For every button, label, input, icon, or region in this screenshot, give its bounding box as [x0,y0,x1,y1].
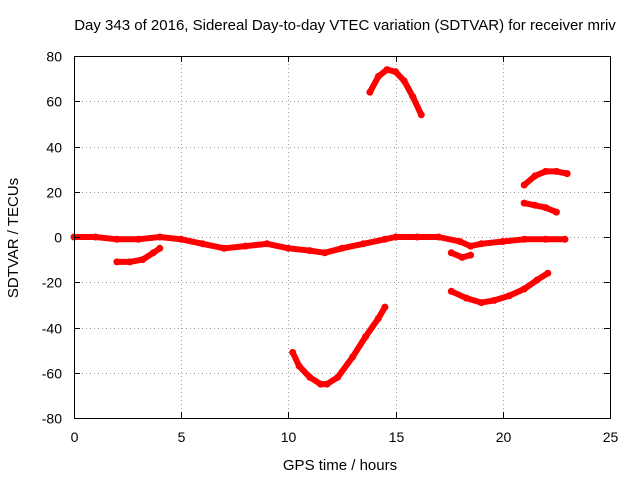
series-line-3 [289,304,388,388]
data-point [374,314,382,322]
data-point [467,251,475,259]
data-point [381,303,389,311]
data-point [447,249,455,257]
data-point [477,240,485,248]
data-point [552,167,560,175]
y-tick-label: 80 [46,49,62,65]
axis-ticks [74,56,611,419]
y-tick-label: 40 [46,140,62,156]
data-point [323,380,331,388]
data-series-layer [70,66,571,388]
data-point [542,235,550,243]
data-point [374,72,382,80]
y-tick-label: 60 [46,94,62,110]
data-point [400,77,408,85]
data-point [520,199,528,207]
data-point [383,66,391,74]
data-point [381,235,389,243]
x-tick-label: 10 [281,429,297,445]
data-point [126,258,134,266]
data-point [289,348,297,356]
data-point [435,233,442,241]
data-point [462,294,470,302]
data-point [552,208,560,216]
x-tick-label: 5 [178,429,186,445]
x-tick-labels: 0 5 10 15 20 25 [71,429,619,445]
data-point [321,249,329,257]
y-tick-label: -80 [42,411,62,427]
data-point [366,88,374,96]
data-point [477,299,485,307]
data-point [338,244,346,252]
data-point [458,253,466,261]
data-point [295,362,303,370]
data-point [134,235,142,243]
data-point [156,244,164,252]
y-tick-label: -40 [42,321,62,337]
data-point [334,373,342,381]
data-point [284,244,292,252]
data-point [542,204,550,212]
data-point [349,353,357,361]
x-tick-label: 20 [496,429,512,445]
data-point [199,240,207,248]
chart-title: Day 343 of 2016, Sidereal Day-to-day VTE… [74,17,616,34]
data-point [91,233,99,241]
y-tick-label: 0 [54,230,62,246]
data-point [113,235,121,243]
data-point [263,240,271,248]
data-point [139,256,147,264]
data-point [520,235,528,243]
x-tick-label: 0 [71,429,79,445]
data-point [306,247,314,255]
y-tick-label: -60 [42,366,62,382]
data-point [531,201,539,209]
data-point [467,242,475,250]
data-point [317,380,325,388]
data-point [413,233,421,241]
data-point [359,240,367,248]
data-point [499,238,507,245]
data-point [113,258,121,266]
data-point [561,235,569,243]
data-point [417,111,425,119]
data-point [409,93,417,101]
data-point [220,244,228,252]
data-point [177,235,185,243]
data-point [533,276,541,284]
data-point [156,233,164,241]
series-line-8 [521,200,560,216]
x-axis-label: GPS time / hours [283,457,397,474]
data-point [447,287,455,295]
data-point [544,269,552,277]
data-point [149,249,157,257]
data-point [392,68,400,76]
data-point [520,285,528,293]
data-point [505,292,513,300]
data-point [242,242,249,250]
y-tick-label: 20 [46,185,62,201]
data-point [531,172,539,180]
y-axis-label: SDTVAR / TECUs [5,178,22,298]
data-point [563,170,571,178]
data-point [490,296,498,304]
data-point [520,181,528,189]
data-point [392,233,400,241]
y-tick-label: -20 [42,275,62,291]
y-tick-labels: 80 60 40 20 0 -20 -40 -60 -80 [42,49,62,427]
x-tick-label: 25 [603,429,619,445]
x-tick-label: 15 [389,429,405,445]
data-point [362,333,370,341]
data-point [456,238,464,245]
data-point [542,167,550,175]
series-line-1 [71,234,568,256]
data-point [306,373,314,381]
